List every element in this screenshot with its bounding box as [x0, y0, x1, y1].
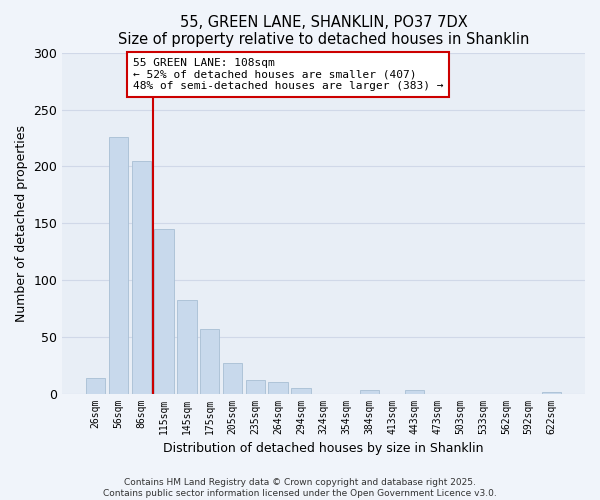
Bar [109, 137, 128, 394]
Bar [405, 390, 424, 394]
Text: Contains HM Land Registry data © Crown copyright and database right 2025.
Contai: Contains HM Land Registry data © Crown c… [103, 478, 497, 498]
Bar [223, 363, 242, 394]
Title: 55, GREEN LANE, SHANKLIN, PO37 7DX
Size of property relative to detached houses : 55, GREEN LANE, SHANKLIN, PO37 7DX Size … [118, 15, 529, 48]
Y-axis label: Number of detached properties: Number of detached properties [15, 124, 28, 322]
Bar [542, 392, 561, 394]
Text: 55 GREEN LANE: 108sqm
← 52% of detached houses are smaller (407)
48% of semi-det: 55 GREEN LANE: 108sqm ← 52% of detached … [133, 58, 443, 91]
Bar [359, 390, 379, 394]
Bar [177, 300, 197, 394]
X-axis label: Distribution of detached houses by size in Shanklin: Distribution of detached houses by size … [163, 442, 484, 455]
Bar [86, 378, 106, 394]
Bar [291, 388, 311, 394]
Bar [131, 160, 151, 394]
Bar [268, 382, 288, 394]
Bar [245, 380, 265, 394]
Bar [200, 329, 220, 394]
Bar [154, 229, 174, 394]
